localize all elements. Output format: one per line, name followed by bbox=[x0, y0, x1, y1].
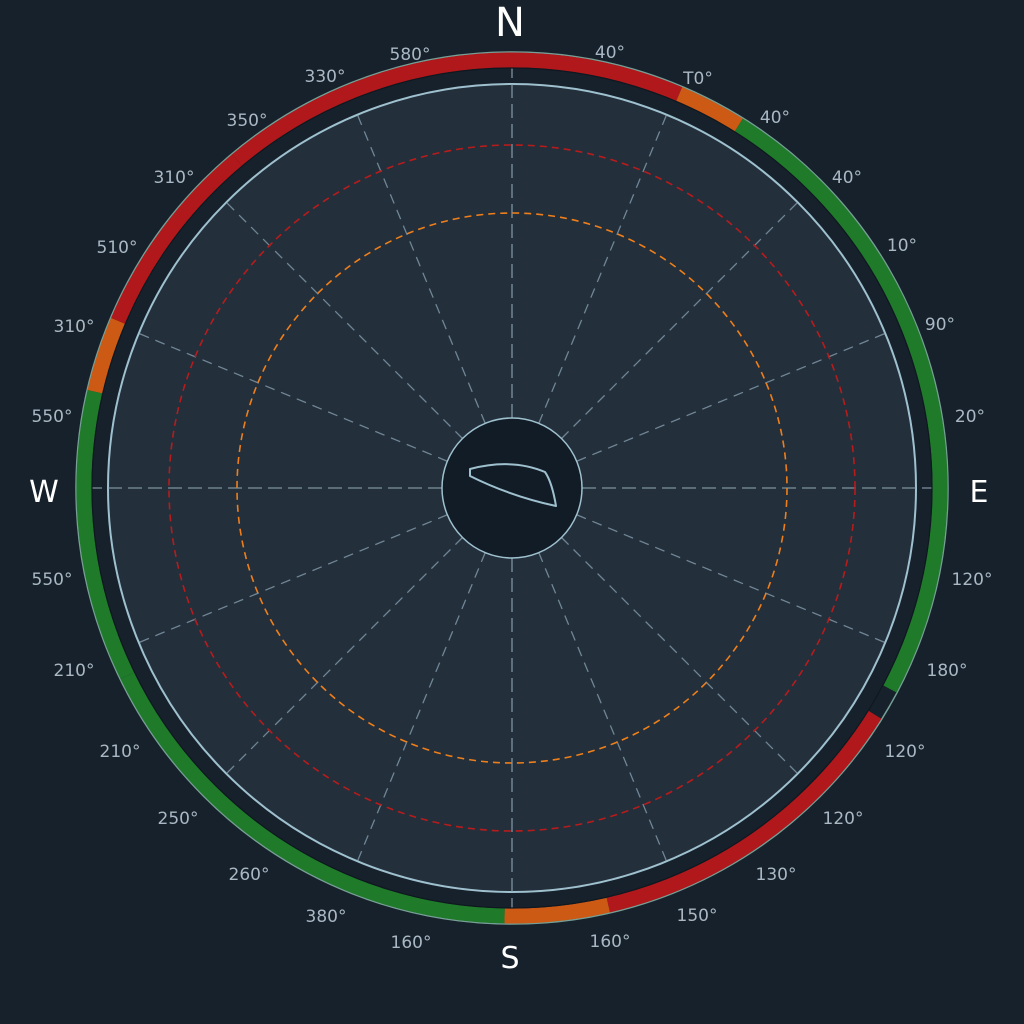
bearing-label: 550° bbox=[32, 570, 73, 590]
bearing-label: 210° bbox=[100, 742, 141, 762]
bearing-label: 90° bbox=[925, 315, 955, 335]
bearing-label: 380° bbox=[306, 907, 347, 927]
bearing-label: 350° bbox=[227, 111, 268, 131]
vessel-hub bbox=[441, 417, 583, 559]
sector-ring-inner-edge bbox=[91, 67, 933, 909]
sector-ring-outer-edge bbox=[75, 51, 949, 925]
range-rings bbox=[168, 144, 856, 832]
bearing-label: 310° bbox=[154, 168, 195, 188]
cardinal-west: W bbox=[29, 475, 59, 510]
bearing-label: 10° bbox=[887, 236, 917, 256]
bearing-label: 330° bbox=[305, 67, 346, 87]
cardinal-east: E bbox=[970, 475, 989, 510]
hub-circle bbox=[441, 417, 583, 559]
bearing-label: 160° bbox=[391, 933, 432, 953]
cardinal-south: S bbox=[500, 941, 519, 976]
bearing-spoke bbox=[538, 552, 668, 862]
bearing-spoke bbox=[538, 114, 668, 424]
bearing-spoke bbox=[576, 514, 886, 644]
sector-zone-ring bbox=[75, 51, 949, 925]
bearing-label: 260° bbox=[229, 865, 270, 885]
bearing-label: 40° bbox=[832, 168, 862, 188]
inner-caution-ring bbox=[236, 212, 788, 764]
bearing-spoke bbox=[138, 332, 448, 462]
bearing-label: 120° bbox=[885, 742, 926, 762]
bearing-label: 210° bbox=[54, 661, 95, 681]
bearing-labels: 580° 40° T0° 40° 40° 10° 90° 20° 120° 180° 120° 120… bbox=[32, 43, 993, 953]
sector-zone-safe bbox=[120, 672, 505, 924]
bearing-spoke bbox=[356, 552, 486, 862]
sector-zone-danger bbox=[232, 52, 683, 166]
bearing-label: 550° bbox=[32, 407, 73, 427]
bearing-spoke bbox=[225, 537, 463, 775]
bearing-spoke bbox=[356, 114, 486, 424]
bearing-spoke bbox=[225, 201, 463, 439]
bearing-label: 160° bbox=[590, 932, 631, 952]
cardinal-labels: N E S W bbox=[29, 0, 988, 976]
bearing-label: 180° bbox=[927, 661, 968, 681]
boat-hull-icon bbox=[469, 463, 557, 507]
bearing-spoke bbox=[138, 514, 448, 644]
bearing-spoke bbox=[561, 201, 799, 439]
sector-zone-safe bbox=[76, 390, 135, 679]
bearing-label: 580° bbox=[390, 45, 431, 65]
bearing-spoke bbox=[576, 332, 886, 462]
bearing-label: T0° bbox=[682, 69, 713, 89]
sector-zone-danger bbox=[606, 710, 882, 913]
bearing-label: 310° bbox=[54, 317, 95, 337]
bearing-label: 150° bbox=[677, 906, 718, 926]
bearing-label: 130° bbox=[756, 865, 797, 885]
bearing-label: 250° bbox=[158, 809, 199, 829]
bearing-spoke bbox=[561, 537, 799, 775]
sector-zone-caution bbox=[676, 87, 743, 132]
outer-danger-ring bbox=[168, 144, 856, 832]
bearing-label: 120° bbox=[952, 570, 993, 590]
bearing-spokes bbox=[80, 56, 944, 920]
bearing-label: 20° bbox=[955, 407, 985, 427]
bearing-label: 510° bbox=[97, 238, 138, 258]
bearing-label: 40° bbox=[760, 108, 790, 128]
sector-zone-caution bbox=[504, 897, 610, 924]
sector-zone-safe bbox=[734, 118, 948, 693]
sector-zone-caution bbox=[87, 317, 125, 394]
sector-zone-danger bbox=[111, 154, 242, 324]
bearing-label: 120° bbox=[823, 809, 864, 829]
bearing-label: 40° bbox=[595, 43, 625, 63]
cardinal-north: N bbox=[495, 0, 525, 46]
